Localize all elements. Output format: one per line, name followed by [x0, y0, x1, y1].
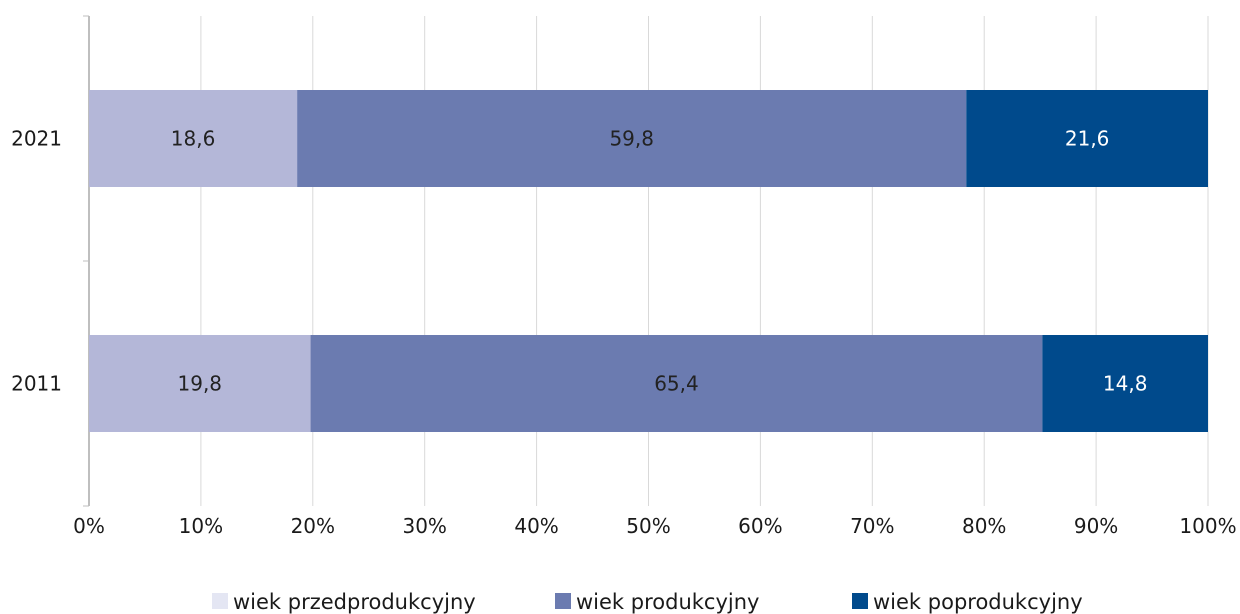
- x-tick-label-50: 50%: [626, 514, 670, 538]
- x-tick-label-80: 80%: [962, 514, 1006, 538]
- x-axis-tick-labels: 0% 10% 20% 30% 40% 50% 60% 70% 80% 90% 100%: [73, 514, 1236, 538]
- data-label-2021-series-2: 21,6: [1065, 127, 1110, 151]
- data-label-2021-series-1: 59,8: [609, 127, 654, 151]
- x-tick-label-100: 100%: [1179, 514, 1236, 538]
- x-tick-label-60: 60%: [738, 514, 782, 538]
- category-axis: [83, 15, 90, 507]
- x-tick-label-30: 30%: [402, 514, 446, 538]
- y-axis-tick-labels: 2021 2011: [11, 127, 62, 396]
- bar-2021-series-0: [89, 90, 298, 187]
- gridlines: [200, 16, 1209, 506]
- legend-label-1: wiek produkcyjny: [576, 590, 759, 614]
- x-tick-label-90: 90%: [1074, 514, 1118, 538]
- legend-swatch-2: [852, 593, 868, 609]
- y-tick-label-2011: 2011: [11, 372, 62, 396]
- bar-2011-series-0: [89, 335, 311, 432]
- x-tick-label-0: 0%: [73, 514, 105, 538]
- legend: wiek przedprodukcyjny wiek produkcyjny wie…: [212, 590, 1083, 614]
- data-label-2011-series-0: 19,8: [178, 372, 223, 396]
- x-tick-label-20: 20%: [291, 514, 335, 538]
- x-tick-label-70: 70%: [850, 514, 894, 538]
- bars: 18,6 59,8 21,6 19,8 65,4 14,8: [89, 90, 1208, 432]
- legend-swatch-0: [212, 593, 228, 609]
- bar-2011-series-1: [310, 335, 1043, 432]
- data-label-2011-series-2: 14,8: [1103, 372, 1148, 396]
- bar-2011-series-2: [1042, 335, 1208, 432]
- bar-2021-series-2: [966, 90, 1208, 187]
- legend-label-2: wiek poprodukcyjny: [873, 590, 1083, 614]
- data-label-2021-series-0: 18,6: [171, 127, 216, 151]
- x-tick-label-10: 10%: [179, 514, 223, 538]
- legend-label-0: wiek przedprodukcyjny: [233, 590, 476, 614]
- legend-swatch-1: [555, 593, 571, 609]
- y-tick-label-2021: 2021: [11, 127, 62, 151]
- x-tick-label-40: 40%: [514, 514, 558, 538]
- bar-2021-series-1: [297, 90, 967, 187]
- data-label-2011-series-1: 65,4: [654, 372, 699, 396]
